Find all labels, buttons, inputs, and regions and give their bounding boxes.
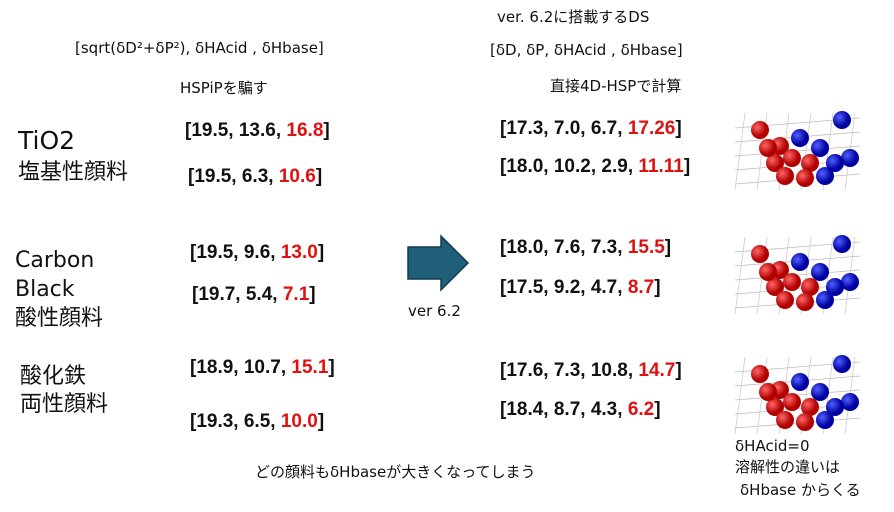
hsp-vector: [19.5, 9.6, 13.0] (190, 242, 324, 264)
hsp-values: [19.7, 5.4, (192, 284, 283, 305)
right-params: [δD, δP, δHAcid , δHbase] (490, 41, 683, 59)
hsp-values: [19.5, 13.6, (185, 120, 287, 141)
pigment-name: 酸性顔料 (15, 306, 104, 331)
pigment-name: Carbon (15, 248, 95, 273)
hsp-bracket: ] (675, 118, 682, 139)
left-params: [sqrt(δD²+δP²), δHAcid , δHbase] (75, 39, 324, 57)
hsp-vector: [17.5, 9.2, 4.7, 8.7] (500, 277, 661, 299)
hsp-vector: [19.7, 5.4, 7.1] (192, 284, 316, 306)
hsp-values: [19.5, 9.6, (190, 242, 281, 263)
sphere-plot (734, 111, 861, 191)
hsp-values: [19.3, 6.5, (190, 411, 281, 432)
hsp-hbase: 11.11 (638, 156, 684, 177)
hsp-bracket: ] (328, 357, 335, 378)
hsp-values: [17.5, 9.2, 4.7, (500, 277, 628, 298)
note-line: 溶解性の違いは (735, 458, 841, 476)
hsp-hbase: 15.1 (291, 357, 329, 378)
right-caption: 直接4D-HSPで計算 (550, 77, 682, 95)
hsp-bracket: ] (683, 156, 691, 177)
left-caption: HSPiPを騙す (180, 79, 268, 97)
hsp-bracket: ] (315, 166, 323, 187)
hsp-vector: [19.3, 6.5, 10.0] (190, 411, 324, 433)
hsp-hbase: 6.2 (627, 399, 655, 420)
hsp-vector: [19.5, 13.6, 16.8] (185, 120, 330, 142)
hsp-values: [18.0, 7.6, 7.3, (500, 237, 628, 258)
sphere-plot (734, 355, 861, 435)
sphere-plot (734, 235, 861, 315)
hsp-hbase: 16.8 (286, 120, 324, 141)
hsp-hbase: 10.0 (280, 411, 318, 432)
hsp-hbase: 10.6 (278, 166, 316, 187)
pigment-name: 両性顔料 (20, 392, 109, 417)
hsp-values: [18.4, 8.7, 4.3, (500, 399, 628, 420)
hsp-values: [18.9, 10.7, (190, 357, 292, 378)
hsp-bracket: ] (664, 237, 672, 258)
hsp-values: [19.5, 6.3, (188, 166, 279, 187)
arrow-label: ver 6.2 (408, 302, 461, 320)
hsp-bracket: ] (309, 284, 316, 305)
hsp-hbase: 7.1 (282, 284, 310, 305)
note-line: δHAcid=0 (735, 437, 810, 455)
hsp-values: [17.6, 7.3, 10.8, (500, 360, 639, 381)
arrow (407, 234, 470, 292)
hsp-hbase: 14.7 (638, 360, 676, 381)
hsp-hbase: 8.7 (627, 277, 655, 298)
hsp-values: [18.0, 10.2, 2.9, (500, 156, 639, 177)
version-title: ver. 6.2に搭載するDS (497, 8, 650, 26)
hsp-vector: [19.5, 6.3, 10.6] (188, 166, 322, 188)
hsp-vector: [17.6, 7.3, 10.8, 14.7] (500, 360, 682, 382)
hsp-vector: [18.9, 10.7, 15.1] (190, 357, 335, 379)
hsp-vector: [18.0, 10.2, 2.9, 11.11] (500, 156, 690, 178)
hsp-bracket: ] (323, 120, 330, 141)
hsp-vector: [17.3, 7.0, 6.7, 17.26] (500, 118, 682, 140)
hsp-bracket: ] (317, 242, 325, 263)
hsp-hbase: 13.0 (280, 242, 318, 263)
footer: どの顔料もδHbaseが大きくなってしまう (255, 463, 536, 481)
hsp-vector: [18.4, 8.7, 4.3, 6.2] (500, 399, 661, 421)
pigment-name: TiO2 (18, 126, 76, 155)
hsp-vector: [18.0, 7.6, 7.3, 15.5] (500, 237, 671, 259)
hsp-hbase: 17.26 (627, 118, 676, 139)
hsp-bracket: ] (654, 277, 661, 298)
pigment-name: 酸化鉄 (20, 364, 87, 389)
hsp-values: [17.3, 7.0, 6.7, (500, 118, 628, 139)
hsp-bracket: ] (317, 411, 325, 432)
hsp-bracket: ] (675, 360, 682, 381)
hsp-bracket: ] (654, 399, 661, 420)
note-line: δHbase からくる (740, 481, 861, 499)
pigment-name: 塩基性顔料 (18, 160, 129, 185)
pigment-name: Black (15, 277, 75, 302)
hsp-hbase: 15.5 (627, 237, 665, 258)
